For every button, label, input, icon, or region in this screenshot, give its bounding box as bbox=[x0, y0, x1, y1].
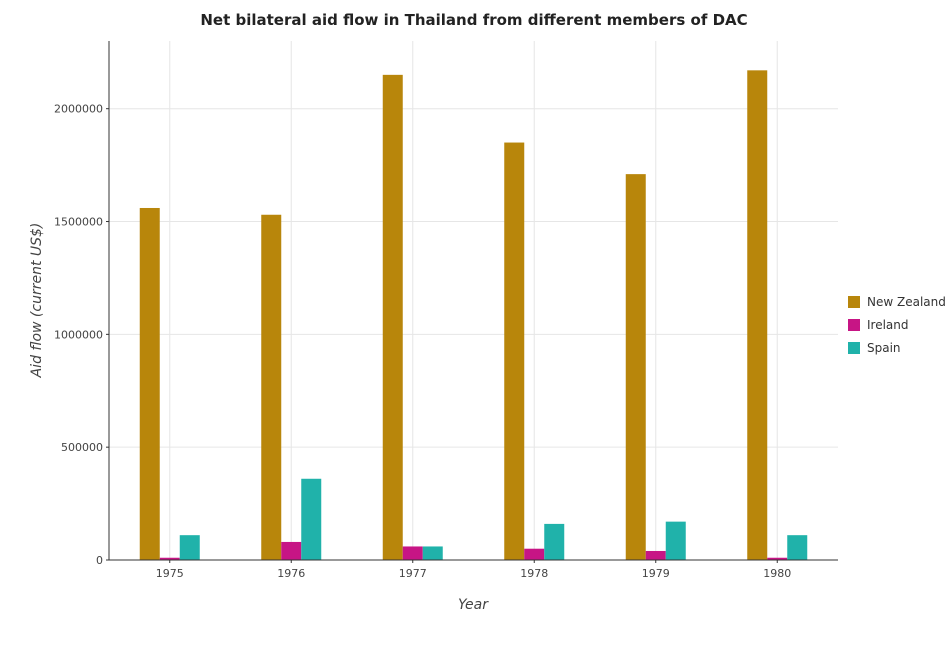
bar-new-zealand-1975 bbox=[139, 207, 160, 560]
x-axis-label: Year bbox=[458, 597, 489, 613]
bar-spain-1975 bbox=[179, 535, 200, 560]
bar-new-zealand-1977 bbox=[382, 74, 403, 560]
bar-new-zealand-1980 bbox=[747, 70, 768, 561]
bar-ireland-1975 bbox=[159, 557, 180, 560]
x-tick-label: 1979 bbox=[642, 567, 670, 580]
y-tick-label: 1000000 bbox=[54, 328, 103, 341]
legend-swatch-new-zealand bbox=[848, 296, 860, 308]
chart-title: Net bilateral aid flow in Thailand from … bbox=[200, 11, 747, 29]
bar-ireland-1979 bbox=[645, 550, 666, 560]
bar-ireland-1976 bbox=[281, 541, 302, 560]
legend: New Zealand Ireland Spain bbox=[848, 295, 946, 355]
x-tick-label: 1975 bbox=[156, 567, 184, 580]
bar-ireland-1977 bbox=[402, 546, 423, 560]
legend-swatch-spain bbox=[848, 342, 860, 354]
legend-label-ireland: Ireland bbox=[867, 318, 909, 332]
y-tick-label: 500000 bbox=[61, 441, 103, 454]
bar-spain-1976 bbox=[301, 478, 322, 560]
grid-lines bbox=[109, 41, 838, 561]
x-tick-label: 1978 bbox=[520, 567, 548, 580]
legend-label-spain: Spain bbox=[867, 341, 901, 355]
y-tick-labels: 0 500000 1000000 1500000 2000000 bbox=[54, 103, 109, 567]
axes bbox=[108, 41, 838, 561]
bar-ireland-1980 bbox=[767, 557, 788, 560]
bar-spain-1978 bbox=[544, 523, 565, 560]
bar-new-zealand-1976 bbox=[261, 214, 282, 560]
x-tick-label: 1980 bbox=[763, 567, 791, 580]
bar-spain-1979 bbox=[665, 521, 686, 560]
x-tick-labels: 1975 1976 1977 1978 1979 1980 bbox=[156, 560, 791, 580]
x-tick-label: 1976 bbox=[277, 567, 305, 580]
y-tick-label: 0 bbox=[96, 554, 103, 567]
bar-spain-1980 bbox=[787, 535, 808, 560]
y-tick-label: 1500000 bbox=[54, 216, 103, 229]
bar-spain-1977 bbox=[422, 546, 443, 560]
bar-ireland-1978 bbox=[524, 548, 545, 560]
bar-new-zealand-1978 bbox=[504, 142, 525, 561]
bars bbox=[139, 70, 808, 561]
y-tick-label: 2000000 bbox=[54, 103, 103, 116]
bar-new-zealand-1979 bbox=[625, 174, 646, 561]
legend-swatch-ireland bbox=[848, 319, 860, 331]
x-tick-label: 1977 bbox=[399, 567, 427, 580]
legend-label-new-zealand: New Zealand bbox=[867, 295, 946, 309]
y-axis-label: Aid flow (current US$) bbox=[29, 223, 45, 379]
